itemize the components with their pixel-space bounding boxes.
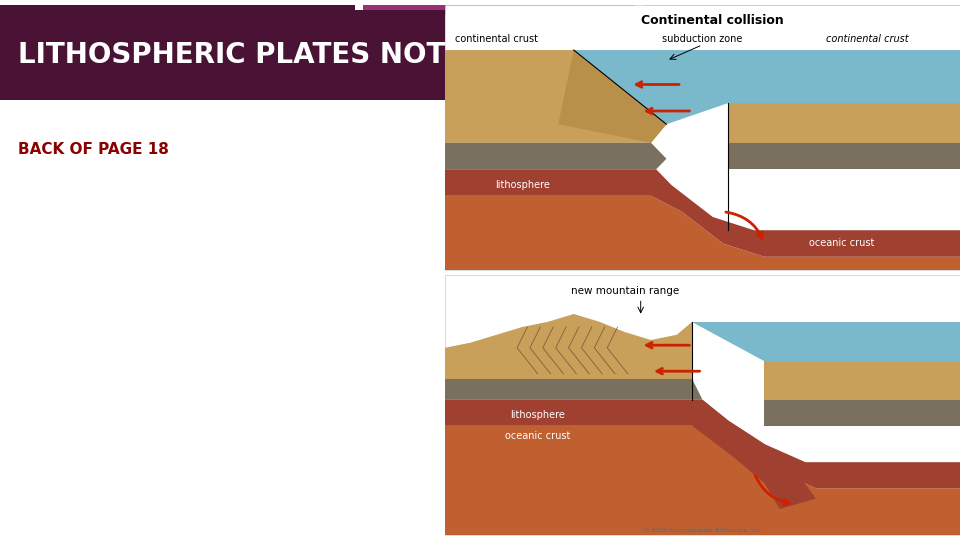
Polygon shape — [764, 361, 960, 400]
Text: © 2019 Encyclopædia Britannica, Inc.: © 2019 Encyclopædia Britannica, Inc. — [643, 527, 762, 532]
Text: lithosphere: lithosphere — [494, 180, 550, 190]
Polygon shape — [445, 379, 703, 400]
Text: subduction zone: subduction zone — [662, 35, 743, 44]
Text: oceanic crust: oceanic crust — [809, 239, 875, 248]
Text: BACK OF PAGE 18: BACK OF PAGE 18 — [18, 143, 169, 158]
Polygon shape — [445, 170, 960, 256]
Polygon shape — [574, 50, 960, 124]
Polygon shape — [559, 50, 666, 143]
Bar — [363, 5, 635, 15]
Polygon shape — [445, 196, 960, 270]
Text: lithosphere: lithosphere — [511, 410, 565, 421]
Bar — [445, 275, 960, 535]
Polygon shape — [692, 400, 816, 509]
Polygon shape — [692, 322, 960, 361]
Text: LITHOSPHERIC PLATES NOTES: LITHOSPHERIC PLATES NOTES — [18, 41, 484, 69]
Text: continental crust: continental crust — [826, 35, 908, 44]
Polygon shape — [729, 103, 960, 143]
Text: Continental collision: Continental collision — [640, 15, 783, 28]
Polygon shape — [445, 314, 692, 379]
Text: oceanic crust: oceanic crust — [505, 431, 570, 441]
Polygon shape — [445, 143, 666, 170]
Bar — [643, 5, 960, 15]
Polygon shape — [729, 143, 960, 170]
Bar — [445, 5, 960, 270]
Polygon shape — [445, 400, 960, 488]
Polygon shape — [445, 50, 666, 143]
Polygon shape — [445, 426, 960, 535]
Text: new mountain range: new mountain range — [571, 286, 680, 295]
Polygon shape — [764, 400, 960, 426]
Bar — [0, 10, 445, 100]
Bar — [0, 5, 355, 15]
Text: continental crust: continental crust — [455, 35, 538, 44]
